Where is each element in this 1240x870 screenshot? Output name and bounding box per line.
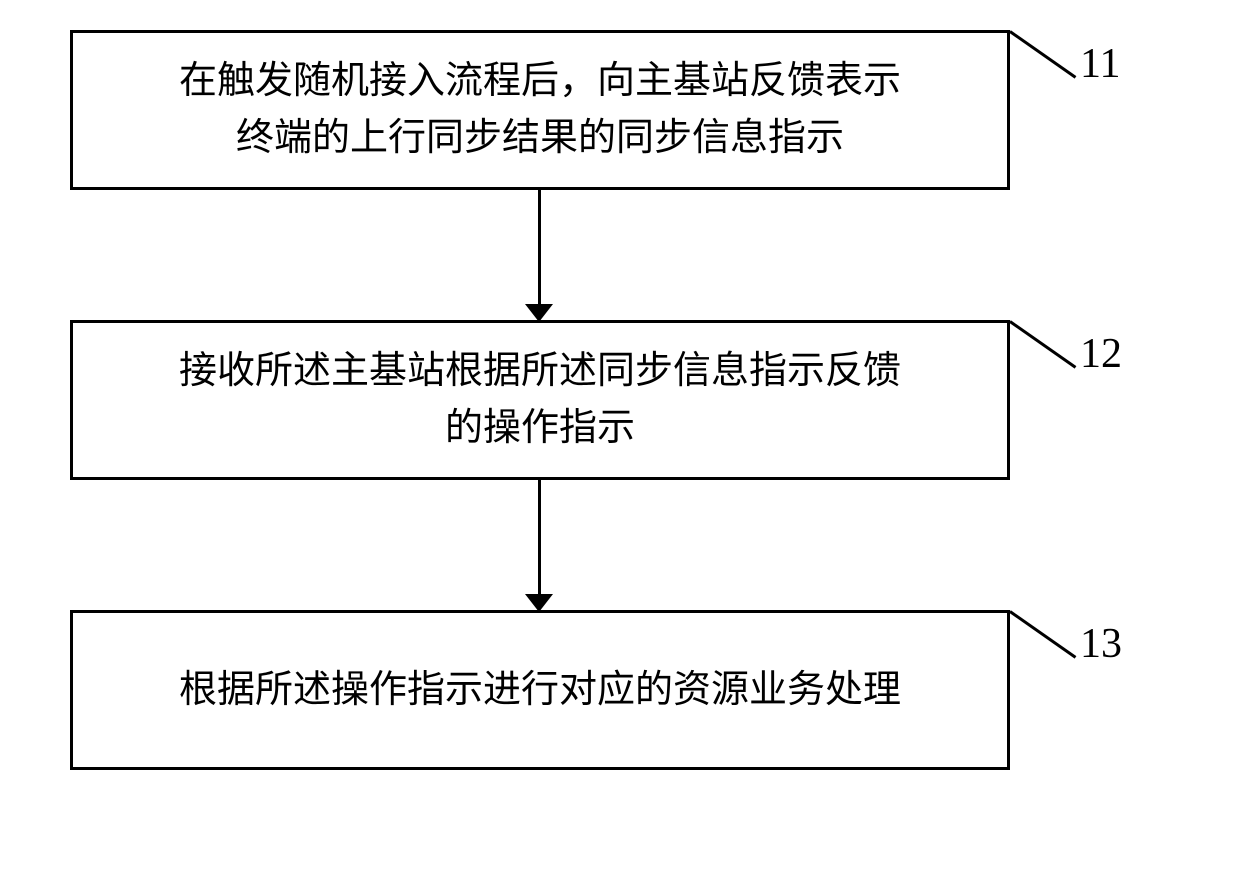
flowchart-box-2: 接收所述主基站根据所述同步信息指示反馈 的操作指示: [70, 320, 1010, 480]
box-3-line-1: 根据所述操作指示进行对应的资源业务处理: [179, 669, 901, 711]
box-1-line-1: 在触发随机接入流程后，向主基站反馈表示: [179, 60, 901, 102]
box-text-3: 根据所述操作指示进行对应的资源业务处理: [179, 662, 901, 719]
step-label-2: 12: [1080, 330, 1122, 378]
label-3-text: 13: [1080, 621, 1122, 667]
box-1-line-2: 终端的上行同步结果的同步信息指示: [236, 117, 844, 159]
step-label-1: 11: [1080, 40, 1120, 88]
label-2-text: 12: [1080, 331, 1122, 377]
box-text-2: 接收所述主基站根据所述同步信息指示反馈 的操作指示: [179, 343, 901, 457]
label-1-text: 11: [1080, 41, 1120, 87]
label-line-3: [1009, 610, 1076, 658]
connector-2: [538, 480, 541, 596]
box-2-line-1: 接收所述主基站根据所述同步信息指示反馈: [179, 350, 901, 392]
connector-1: [538, 190, 541, 306]
label-line-2: [1009, 320, 1076, 368]
box-text-1: 在触发随机接入流程后，向主基站反馈表示 终端的上行同步结果的同步信息指示: [179, 53, 901, 167]
flowchart-box-1: 在触发随机接入流程后，向主基站反馈表示 终端的上行同步结果的同步信息指示: [70, 30, 1010, 190]
flowchart-box-3: 根据所述操作指示进行对应的资源业务处理: [70, 610, 1010, 770]
step-label-3: 13: [1080, 620, 1122, 668]
label-line-1: [1009, 30, 1076, 78]
box-2-line-2: 的操作指示: [445, 407, 635, 449]
